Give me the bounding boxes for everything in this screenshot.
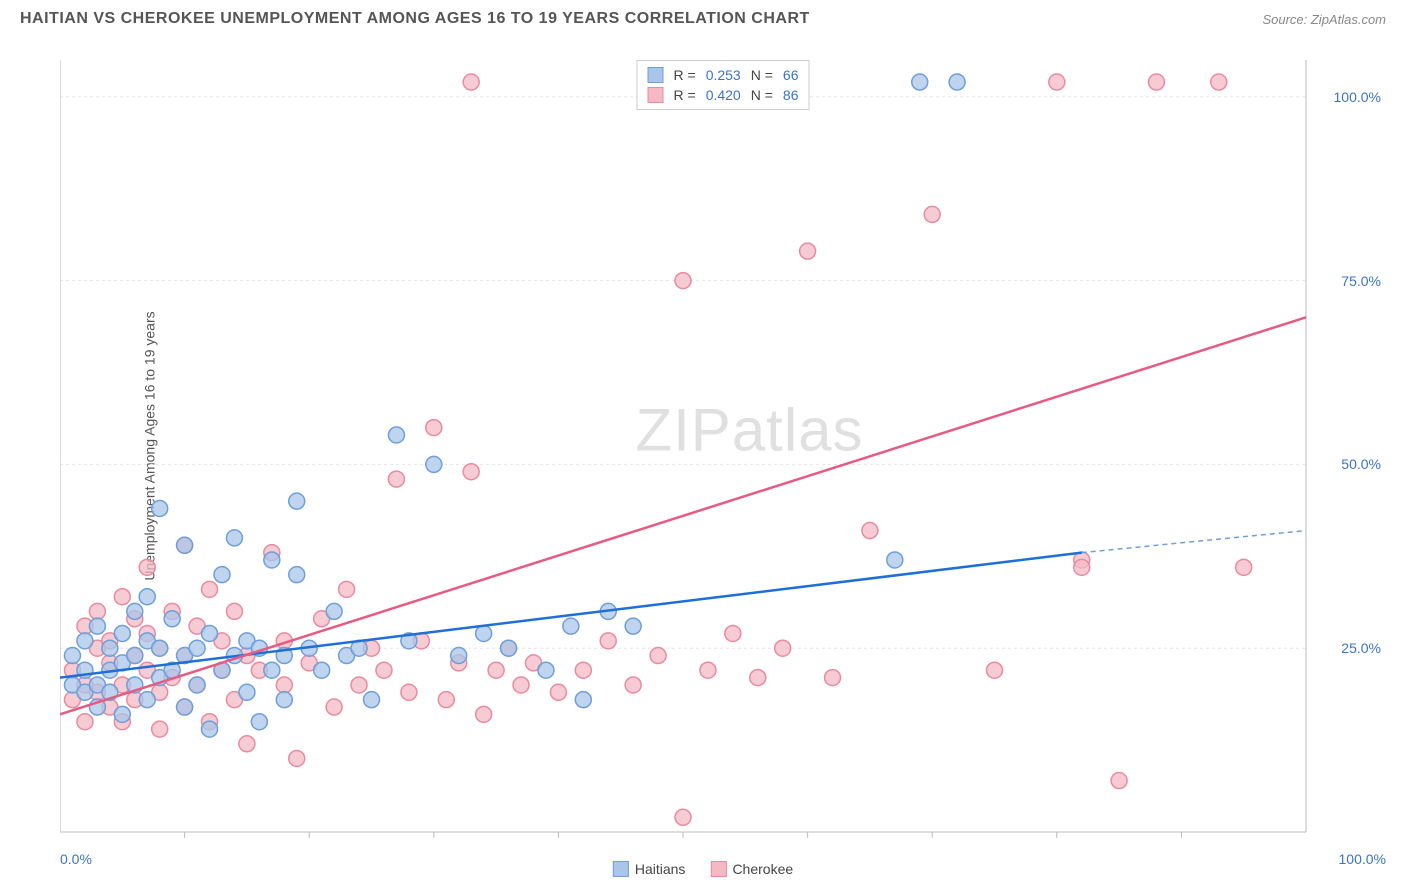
r-value: 0.253: [706, 67, 741, 83]
y-axis-tick: 100.0%: [1334, 89, 1381, 105]
legend-label: Cherokee: [732, 861, 793, 877]
y-axis-tick: 50.0%: [1341, 456, 1381, 472]
legend-row-haitians: R = 0.253 N = 66: [648, 65, 799, 85]
y-axis-tick: 25.0%: [1341, 640, 1381, 656]
n-label: N =: [751, 67, 773, 83]
series-legend: Haitians Cherokee: [613, 861, 793, 877]
legend-swatch-cherokee: [648, 87, 664, 103]
legend-label: Haitians: [635, 861, 686, 877]
y-axis-tick: 75.0%: [1341, 273, 1381, 289]
legend-swatch-icon: [613, 861, 629, 877]
correlation-legend: R = 0.253 N = 66 R = 0.420 N = 86: [637, 60, 810, 110]
x-axis-tick-left: 0.0%: [60, 851, 92, 867]
legend-swatch-haitians: [648, 67, 664, 83]
n-label: N =: [751, 87, 773, 103]
legend-item-haitians: Haitians: [613, 861, 686, 877]
chart-source: Source: ZipAtlas.com: [1262, 12, 1386, 27]
r-label: R =: [674, 67, 696, 83]
legend-item-cherokee: Cherokee: [710, 861, 793, 877]
x-axis-tick-right: 100.0%: [1339, 851, 1386, 867]
r-value: 0.420: [706, 87, 741, 103]
n-value: 86: [783, 87, 799, 103]
legend-row-cherokee: R = 0.420 N = 86: [648, 85, 799, 105]
n-value: 66: [783, 67, 799, 83]
chart-area: R = 0.253 N = 66 R = 0.420 N = 86 ZIPatl…: [60, 50, 1386, 842]
chart-title: HAITIAN VS CHEROKEE UNEMPLOYMENT AMONG A…: [20, 10, 810, 28]
chart-header: HAITIAN VS CHEROKEE UNEMPLOYMENT AMONG A…: [0, 0, 1406, 33]
legend-swatch-icon: [710, 861, 726, 877]
r-label: R =: [674, 87, 696, 103]
scatter-plot-svg: [60, 50, 1386, 842]
